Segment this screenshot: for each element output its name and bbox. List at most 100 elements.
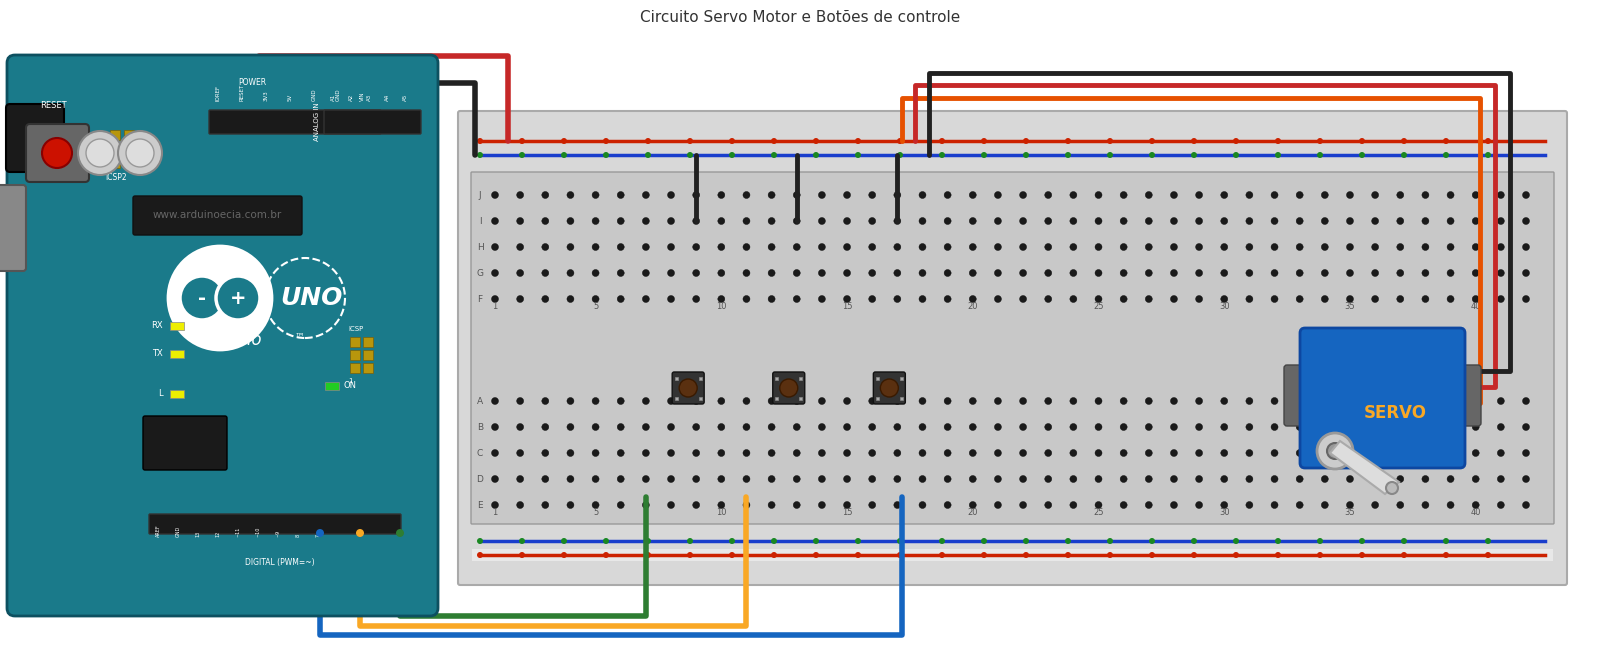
- Text: A2: A2: [349, 93, 354, 101]
- Circle shape: [1472, 424, 1480, 430]
- Circle shape: [1371, 270, 1379, 276]
- Text: 7: 7: [315, 534, 320, 537]
- Circle shape: [518, 552, 525, 558]
- Circle shape: [667, 397, 675, 405]
- Circle shape: [1270, 397, 1278, 405]
- Text: ~11: ~11: [235, 526, 240, 537]
- Text: 3V3: 3V3: [264, 90, 269, 101]
- Bar: [110, 144, 120, 154]
- Circle shape: [592, 476, 598, 482]
- Circle shape: [995, 397, 1002, 405]
- Circle shape: [1045, 243, 1051, 251]
- Circle shape: [944, 243, 950, 251]
- Circle shape: [118, 131, 162, 175]
- Circle shape: [1094, 424, 1102, 430]
- Circle shape: [944, 218, 950, 224]
- Text: J: J: [478, 191, 482, 199]
- Circle shape: [768, 191, 774, 199]
- Circle shape: [1221, 218, 1227, 224]
- Circle shape: [1066, 152, 1070, 158]
- Circle shape: [1045, 270, 1051, 276]
- Circle shape: [1045, 476, 1051, 482]
- Circle shape: [819, 501, 826, 509]
- Circle shape: [618, 295, 624, 303]
- Circle shape: [1107, 138, 1114, 144]
- Circle shape: [566, 270, 574, 276]
- Circle shape: [1066, 552, 1070, 558]
- Circle shape: [995, 218, 1002, 224]
- Circle shape: [618, 424, 624, 430]
- Circle shape: [970, 295, 976, 303]
- Bar: [350, 337, 360, 347]
- Circle shape: [477, 152, 483, 158]
- Circle shape: [894, 476, 901, 482]
- Circle shape: [1347, 424, 1354, 430]
- Text: 15: 15: [842, 302, 853, 311]
- Circle shape: [771, 138, 778, 144]
- Circle shape: [1523, 243, 1530, 251]
- Circle shape: [894, 424, 901, 430]
- Circle shape: [1371, 424, 1379, 430]
- Circle shape: [1221, 424, 1227, 430]
- Circle shape: [618, 476, 624, 482]
- Circle shape: [1446, 218, 1454, 224]
- Circle shape: [517, 449, 523, 457]
- Circle shape: [566, 397, 574, 405]
- Circle shape: [918, 501, 926, 509]
- Circle shape: [1397, 191, 1403, 199]
- Circle shape: [939, 138, 946, 144]
- Text: 15: 15: [842, 508, 853, 517]
- Circle shape: [1397, 476, 1403, 482]
- Circle shape: [1498, 424, 1504, 430]
- Circle shape: [1234, 152, 1238, 158]
- Circle shape: [970, 218, 976, 224]
- Circle shape: [1446, 476, 1454, 482]
- FancyBboxPatch shape: [773, 372, 805, 404]
- Bar: [875, 397, 878, 399]
- Circle shape: [1094, 397, 1102, 405]
- Circle shape: [1446, 270, 1454, 276]
- Circle shape: [1446, 243, 1454, 251]
- Circle shape: [970, 449, 976, 457]
- Circle shape: [880, 379, 898, 397]
- Circle shape: [1386, 482, 1398, 494]
- Circle shape: [1270, 270, 1278, 276]
- Circle shape: [1171, 424, 1178, 430]
- Circle shape: [869, 397, 875, 405]
- Circle shape: [1347, 295, 1354, 303]
- Text: H: H: [477, 243, 483, 251]
- Circle shape: [1498, 397, 1504, 405]
- Text: 12: 12: [216, 531, 221, 537]
- Circle shape: [918, 424, 926, 430]
- Circle shape: [1498, 191, 1504, 199]
- Circle shape: [718, 191, 725, 199]
- Circle shape: [1019, 295, 1027, 303]
- Circle shape: [397, 529, 403, 537]
- Circle shape: [1397, 295, 1403, 303]
- Circle shape: [566, 243, 574, 251]
- Circle shape: [78, 131, 122, 175]
- Circle shape: [592, 270, 598, 276]
- Circle shape: [843, 476, 851, 482]
- Circle shape: [1296, 501, 1302, 509]
- Circle shape: [995, 243, 1002, 251]
- Circle shape: [730, 152, 734, 158]
- Circle shape: [542, 501, 549, 509]
- FancyBboxPatch shape: [672, 372, 704, 404]
- Bar: [875, 376, 878, 380]
- Circle shape: [1246, 191, 1253, 199]
- Circle shape: [1322, 397, 1328, 405]
- Circle shape: [1523, 476, 1530, 482]
- Circle shape: [768, 424, 774, 430]
- Circle shape: [1322, 501, 1328, 509]
- Circle shape: [1275, 138, 1282, 144]
- Circle shape: [1523, 501, 1530, 509]
- Circle shape: [1120, 476, 1126, 482]
- Circle shape: [1371, 501, 1379, 509]
- Circle shape: [898, 138, 902, 144]
- Text: I: I: [478, 216, 482, 226]
- Circle shape: [566, 449, 574, 457]
- Circle shape: [1422, 397, 1429, 405]
- Circle shape: [1195, 243, 1203, 251]
- Circle shape: [1523, 218, 1530, 224]
